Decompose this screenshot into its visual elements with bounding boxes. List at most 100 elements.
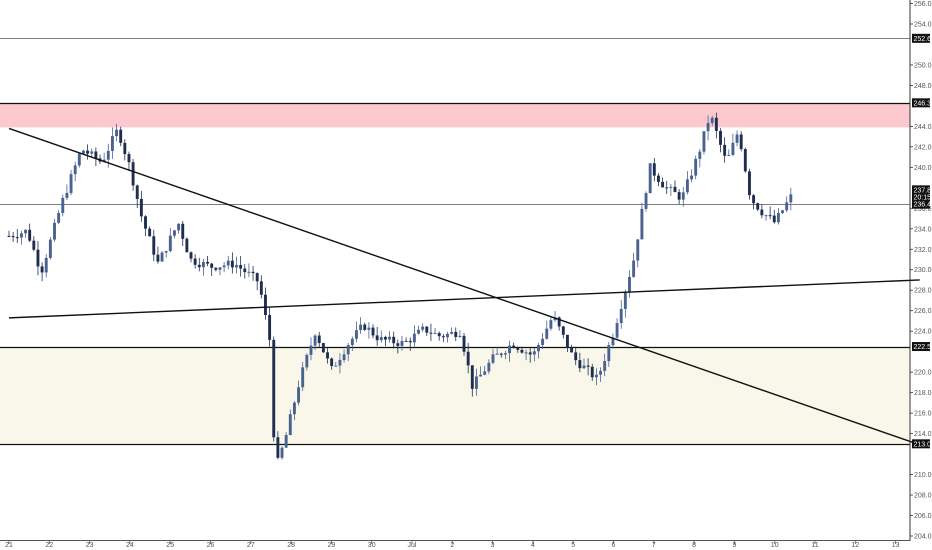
y-tick: 240.0 (910, 165, 932, 172)
candle (532, 348, 536, 362)
candle (148, 226, 152, 237)
candle (309, 337, 313, 361)
candle (272, 336, 276, 442)
candle (326, 348, 329, 364)
y-tick: 254.0 (910, 21, 932, 28)
x-tick-label: 10 (771, 542, 779, 549)
price-badge-label: 252.6 (914, 36, 932, 43)
candle (189, 251, 193, 263)
candle (86, 144, 90, 160)
candle (417, 325, 420, 335)
candle (255, 272, 259, 291)
time-axis[interactable]: 21 22 23 24 25 26 27 28 29 30 Jul 2 3 4 5 6 7 8 9 10 11 12 13 (0, 540, 910, 550)
candle (24, 229, 27, 238)
y-tick-label: 214.0 (914, 431, 932, 438)
x-tick: 11 (811, 541, 819, 549)
candle (168, 227, 172, 253)
candle (516, 346, 520, 353)
trendlines[interactable] (8, 127, 921, 446)
candle (491, 348, 495, 365)
x-tick-label: 25 (166, 542, 174, 549)
x-tick-label: 22 (45, 542, 53, 549)
candle (305, 353, 309, 371)
y-tick-label: 232.0 (914, 247, 932, 254)
candle (69, 169, 73, 196)
y-tick: 204.0 (910, 533, 932, 540)
candle (636, 239, 640, 268)
candle (702, 131, 706, 155)
candle (681, 186, 685, 207)
y-tick: 250.0 (910, 62, 932, 69)
candle (131, 158, 135, 191)
x-tick: 29 (328, 541, 335, 549)
candle (549, 316, 553, 331)
x-tick-label: 9 (732, 542, 736, 549)
candle (652, 158, 656, 182)
candle (65, 184, 69, 201)
y-tick-label: 230.0 (914, 267, 932, 274)
price-badge: 222.5 (912, 342, 932, 352)
candle (570, 344, 574, 353)
x-tick-label: 2 (450, 542, 454, 549)
candle (139, 190, 143, 222)
trendline[interactable] (8, 127, 921, 446)
trendline[interactable] (8, 279, 920, 319)
resistance-zone[interactable] (0, 102, 910, 128)
y-tick-label: 218.0 (914, 390, 932, 397)
candle (437, 331, 441, 341)
y-tick: 218.0 (910, 390, 932, 397)
candle (454, 327, 458, 342)
x-tick: 26 (207, 541, 215, 549)
candle (673, 180, 677, 193)
candle (603, 353, 607, 377)
candle (450, 327, 454, 335)
x-tick-label: 24 (126, 542, 134, 549)
candle (561, 325, 565, 339)
candle (512, 342, 516, 349)
candle (297, 380, 301, 406)
y-tick: 226.0 (910, 308, 932, 315)
candle (123, 139, 127, 161)
candle (94, 147, 98, 167)
candle (193, 254, 197, 269)
candle (317, 331, 321, 348)
x-tick-label: 26 (207, 542, 215, 549)
candle (40, 262, 44, 282)
candle (164, 250, 168, 258)
candle (723, 137, 727, 163)
y-tick-label: 228.0 (914, 288, 932, 295)
candle (181, 221, 185, 247)
candle (288, 409, 292, 436)
candle (19, 230, 23, 245)
candle (748, 168, 751, 200)
price-axis[interactable]: 256.0 254.0 250.0 248.0 244.0 242.0 240.0 236.0… (909, 0, 932, 541)
support-zone[interactable] (0, 346, 910, 444)
candle (574, 348, 578, 366)
price-badge-label: 222.5 (914, 344, 932, 351)
x-tick-label: 8 (692, 542, 696, 549)
candle (201, 258, 205, 276)
candle (487, 359, 491, 375)
candle (760, 204, 764, 219)
candle (615, 318, 619, 340)
x-tick-label: 30 (368, 542, 376, 549)
candle (776, 208, 780, 225)
x-tick: 23 (86, 541, 94, 549)
candle (222, 262, 226, 273)
candle (495, 347, 499, 355)
candle (623, 289, 627, 318)
candle (743, 147, 747, 173)
price-badge-label: 237.8 (914, 187, 932, 194)
y-tick: 214.0 (910, 431, 932, 438)
price-badge: 237.8 (912, 185, 932, 195)
candle (441, 333, 445, 343)
candle (657, 173, 660, 187)
x-tick: 9 (732, 541, 736, 549)
candle (235, 256, 238, 274)
candle (640, 202, 644, 240)
x-tick: 3 (491, 541, 495, 549)
candle (582, 358, 586, 369)
candle (685, 171, 689, 195)
